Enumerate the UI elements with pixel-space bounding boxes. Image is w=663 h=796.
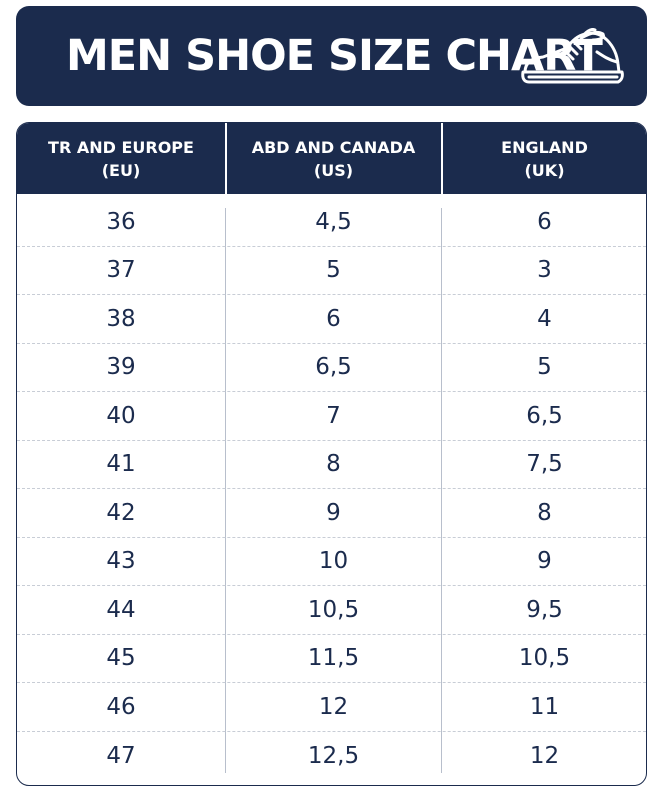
- header-eu-unit: (EU): [101, 160, 141, 180]
- cell-us: 12: [318, 693, 349, 720]
- table-row: 46 12 11: [17, 683, 646, 732]
- cell-uk: 7,5: [526, 451, 563, 478]
- table-row: 37 5 3: [17, 247, 646, 295]
- title-banner: MEN SHOE SIZE CHART: [16, 6, 647, 106]
- header-eu-label: TR AND EUROPE: [48, 137, 194, 157]
- table-row: 38 6 4: [17, 295, 646, 344]
- cell-us: 12,5: [307, 742, 360, 769]
- cell-eu: 44: [106, 596, 136, 623]
- cell-eu: 42: [106, 499, 136, 526]
- header-uk-label: ENGLAND: [501, 137, 588, 157]
- cell-us: 5: [326, 257, 341, 284]
- cell-us: 9: [326, 499, 341, 526]
- cell-uk: 6: [537, 208, 552, 235]
- cell-uk: 9: [537, 548, 552, 575]
- cell-uk: 4: [537, 305, 552, 332]
- table-row: 36 4,5 6: [17, 198, 646, 247]
- cell-us: 6,5: [315, 354, 352, 381]
- table-header: TR AND EUROPE (EU) ABD AND CANADA (US) E…: [17, 123, 646, 194]
- header-us-unit: (US): [313, 160, 354, 180]
- table-row: 44 10,5 9,5: [17, 586, 646, 635]
- cell-eu: 43: [106, 548, 136, 575]
- cell-us: 11,5: [307, 645, 360, 672]
- cell-uk: 6,5: [526, 402, 563, 429]
- table-row: 47 12,5 12: [17, 732, 646, 781]
- cell-uk: 5: [537, 354, 552, 381]
- cell-eu: 37: [106, 257, 136, 284]
- cell-uk: 3: [537, 257, 552, 284]
- cell-us: 10: [318, 548, 349, 575]
- header-eu: TR AND EUROPE (EU): [17, 123, 225, 194]
- header-divider: [225, 123, 227, 194]
- cell-us: 4,5: [315, 208, 352, 235]
- header-us-label: ABD AND CANADA: [251, 137, 416, 157]
- cell-us: 10,5: [307, 596, 360, 623]
- cell-eu: 39: [106, 354, 136, 381]
- size-table: TR AND EUROPE (EU) ABD AND CANADA (US) E…: [16, 122, 647, 786]
- header-uk: ENGLAND (UK): [442, 123, 646, 194]
- table-row: 45 11,5 10,5: [17, 635, 646, 683]
- table-row: 43 10 9: [17, 538, 646, 586]
- cell-eu: 38: [106, 305, 136, 332]
- cell-uk: 11: [529, 693, 560, 720]
- header-uk-unit: (UK): [524, 160, 565, 180]
- table-row: 41 8 7,5: [17, 441, 646, 489]
- cell-eu: 47: [106, 742, 136, 769]
- column-divider: [225, 208, 226, 773]
- cell-uk: 12: [529, 742, 560, 769]
- header-divider: [441, 123, 443, 194]
- column-divider: [441, 208, 442, 773]
- sneaker-icon: [521, 28, 624, 84]
- cell-uk: 10,5: [518, 645, 571, 672]
- page-title: MEN SHOE SIZE CHART: [66, 31, 603, 81]
- table-row: 40 7 6,5: [17, 392, 646, 441]
- header-us: ABD AND CANADA (US): [226, 123, 441, 194]
- cell-us: 8: [326, 451, 341, 478]
- cell-uk: 8: [537, 499, 552, 526]
- table-row: 42 9 8: [17, 489, 646, 538]
- cell-eu: 41: [106, 451, 136, 478]
- cell-uk: 9,5: [526, 596, 563, 623]
- cell-us: 6: [326, 305, 341, 332]
- cell-eu: 46: [106, 693, 136, 720]
- table-row: 39 6,5 5: [17, 344, 646, 392]
- cell-eu: 40: [106, 402, 136, 429]
- cell-eu: 36: [106, 208, 136, 235]
- cell-us: 7: [326, 402, 341, 429]
- cell-eu: 45: [106, 645, 136, 672]
